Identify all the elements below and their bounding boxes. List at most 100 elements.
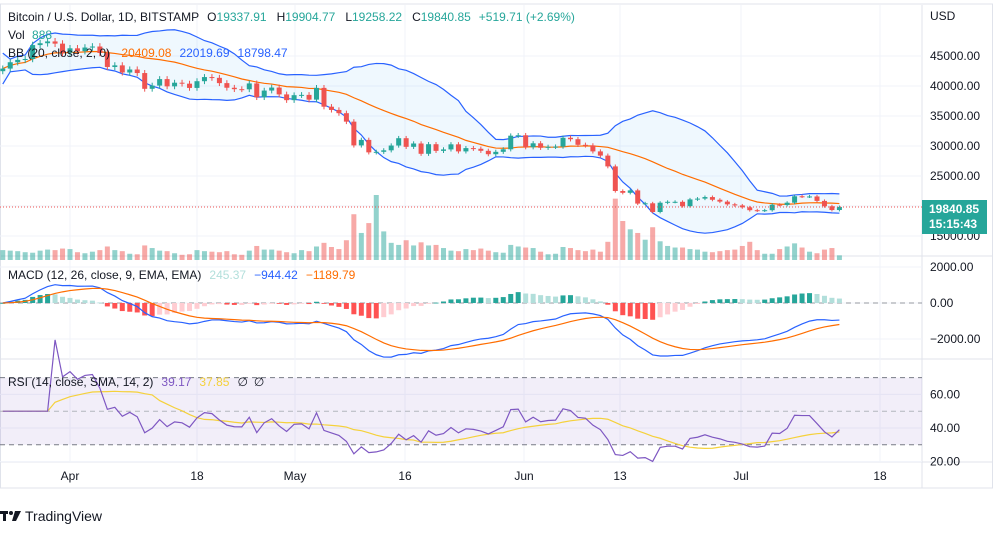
currency-label: USD [930, 9, 956, 23]
macd-histogram-bar [515, 292, 521, 303]
chart-canvas[interactable]: Apr 18 May 16 Jun 13 Jul 18 45000.00 40000.00 3500… [0, 0, 1002, 500]
candle-body [411, 143, 417, 147]
volume-bar [709, 252, 715, 260]
candle-body [15, 59, 21, 63]
candle-body [754, 210, 760, 212]
low-label: L [345, 10, 352, 24]
volume-bar [104, 246, 110, 260]
macd-histogram-bar [635, 303, 641, 319]
volume-bar [224, 251, 230, 260]
rsi-value: 39.17 [161, 375, 192, 389]
time-tick-label: Jun [514, 469, 533, 483]
macd-histogram-bar [396, 303, 402, 311]
volume-bar [754, 250, 760, 260]
volume-bar [567, 248, 573, 260]
macd-histogram-bar [814, 294, 820, 303]
candle-body [709, 197, 715, 200]
bar-countdown: 15:15:43 [929, 217, 978, 231]
volume-bar [702, 251, 708, 260]
macd-histogram-bar [463, 298, 469, 303]
macd-histogram-bar [411, 303, 417, 307]
volume-bar [687, 249, 693, 260]
volume-bar [343, 240, 349, 260]
candle-body [299, 94, 305, 96]
candle-body [455, 144, 461, 152]
macd-histogram-bar [762, 299, 768, 303]
volume-bar [15, 251, 21, 260]
volume-bar [366, 223, 372, 260]
volume-bar [172, 253, 178, 260]
candle-body [575, 139, 581, 145]
rsi-label: RSI (14, close, SMA, 14, 2) [8, 375, 154, 389]
candle-body [814, 196, 820, 201]
volume-bar [0, 250, 6, 260]
volume-bar [134, 254, 140, 260]
candle-body [582, 144, 588, 146]
volume-bar [239, 254, 245, 260]
macd-histogram-bar [104, 303, 110, 307]
time-tick-label: Apr [61, 469, 80, 483]
volume-bar [82, 253, 88, 260]
candle-body [485, 150, 491, 155]
candle-body [254, 83, 260, 98]
macd-histogram-bar [149, 303, 155, 317]
volume-bar [89, 251, 95, 260]
candle-body [597, 151, 603, 156]
time-tick-label: 16 [398, 469, 412, 483]
candle-body [336, 109, 342, 114]
candle-body [82, 47, 88, 52]
open-label: O [207, 10, 217, 24]
close-value: 19840.85 [420, 10, 471, 24]
volume-bar [254, 245, 260, 260]
macd-histogram-bar [717, 299, 723, 303]
macd-histogram-bar [254, 303, 260, 306]
macd-histogram-bar [112, 303, 118, 309]
macd-histogram-bar [605, 303, 611, 305]
candle-body [724, 201, 730, 205]
candle-body [216, 77, 222, 84]
candle-body [821, 200, 827, 207]
candle-body [172, 82, 178, 87]
macd-histogram-bar [276, 303, 282, 304]
macd-histogram-bar [538, 295, 544, 303]
candle-body [74, 48, 80, 52]
volume-bar [747, 241, 753, 260]
volume-bar [358, 232, 364, 260]
price-tick-label: 25000.00 [930, 169, 980, 183]
candle-body [739, 205, 745, 208]
volume-bar [717, 251, 723, 260]
candle-body [470, 148, 476, 150]
candle-body [366, 139, 372, 153]
macd-histogram-bar [216, 303, 222, 305]
candle-body [829, 206, 835, 211]
macd-histogram-bar [799, 293, 805, 303]
macd-histogram-bar [134, 303, 140, 313]
macd-histogram-bar [351, 303, 357, 315]
tradingview-logo-icon [0, 511, 21, 521]
candle-body [291, 95, 297, 101]
macd-histogram-bar [784, 296, 790, 303]
macd-histogram-bar [680, 303, 686, 310]
candle-body [687, 199, 693, 207]
volume-bar [560, 247, 566, 260]
macd-histogram-bar [455, 299, 461, 303]
brand-name: TradingView [25, 508, 103, 524]
macd-tick-label: 2000.00 [930, 260, 974, 274]
macd-histogram-bar [777, 297, 783, 303]
candle-body [314, 87, 320, 100]
macd-histogram-bar [612, 303, 618, 312]
volume-bar [739, 245, 745, 260]
candle-body [112, 65, 118, 67]
rsi-line [2, 339, 840, 463]
volume-bar [500, 252, 506, 260]
symbol-legend: Bitcoin / U.S. Dollar, 1D, BITSTAMP O1933… [8, 10, 579, 24]
macd-histogram-bar [441, 301, 446, 303]
macd-histogram-bar [299, 303, 305, 304]
macd-histogram-bar [89, 300, 95, 303]
tradingview-logo[interactable]: TradingView [0, 508, 102, 524]
candle-body [627, 190, 633, 193]
macd-hist-value: 245.37 [209, 268, 247, 282]
macd-histogram-bar [769, 298, 775, 303]
candle-body [620, 191, 626, 193]
macd-histogram-bar [665, 303, 671, 315]
